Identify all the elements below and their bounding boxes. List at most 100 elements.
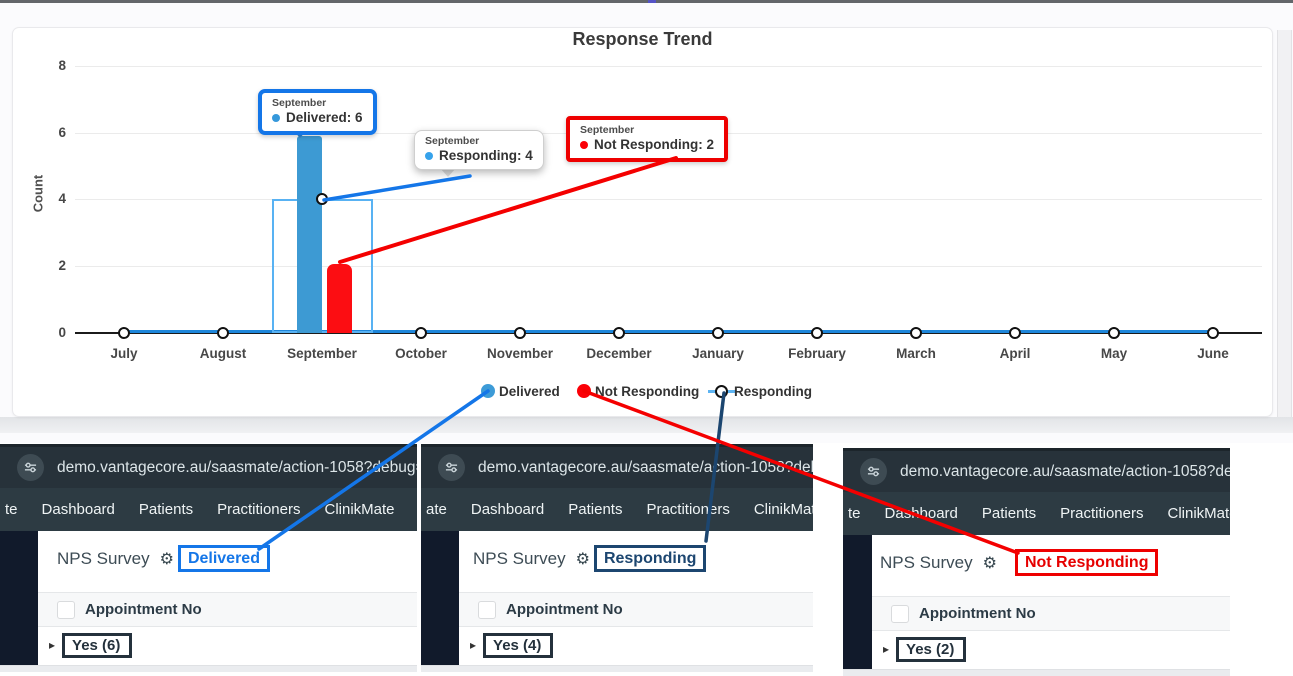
url-bar: demo.vantagecore.au/saasmate/action-1058…: [0, 444, 417, 488]
expander-icon[interactable]: ▸: [470, 638, 477, 652]
table-header-row: Appointment No: [38, 592, 417, 627]
gear-icon[interactable]: ⚙: [159, 548, 174, 568]
x-axis-line: [75, 332, 1262, 334]
main-nav: te Dashboard Patients Practitioners Clin…: [0, 488, 417, 531]
nav-partial-left: te: [5, 501, 18, 518]
gear-icon[interactable]: ⚙: [982, 552, 997, 572]
y-tick-0: 0: [58, 325, 66, 340]
x-tick-may: May: [1100, 346, 1128, 361]
address-url[interactable]: demo.vantagecore.au/saasmate/action-1058…: [478, 458, 813, 476]
marker-december: [613, 327, 625, 339]
x-tick-october: October: [395, 346, 447, 361]
sidebar-sliver: [0, 531, 38, 665]
tooltip-not-responding: September Not Responding: 2: [566, 116, 728, 162]
page-title: NPS Survey: [880, 552, 973, 572]
select-all-checkbox[interactable]: [478, 600, 496, 619]
x-tick-june: June: [1197, 346, 1229, 361]
nav-item-dashboard[interactable]: Dashboard: [470, 501, 545, 518]
page-content: NPS Survey ⚙ Responding Appointment No ▸…: [421, 531, 813, 665]
legend-delivered-dot-icon[interactable]: [481, 384, 495, 398]
status-badge-not-responding[interactable]: Not Responding: [1014, 549, 1159, 576]
tooltip-not-responding-dot-icon: [580, 140, 588, 149]
browser-screenshot-not-responding: demo.vantagecore.au/saasmate/action-1058…: [843, 448, 1230, 676]
nav-item-dashboard[interactable]: Dashboard: [884, 505, 958, 522]
nav-partial-left: ate: [426, 501, 447, 518]
table-row[interactable]: ▸ Yes (2): [872, 631, 1230, 667]
expander-icon[interactable]: ▸: [49, 638, 56, 652]
group-row-yes-6[interactable]: Yes (6): [62, 632, 133, 658]
window-top-edge-tick: [648, 0, 656, 3]
nav-item-patients[interactable]: Patients: [981, 505, 1037, 522]
tooltip-not-responding-month: September: [580, 124, 635, 136]
site-settings-icon[interactable]: [17, 454, 44, 481]
x-tick-february: February: [788, 346, 846, 361]
legend-not-responding-dot-icon[interactable]: [577, 384, 591, 398]
marker-april: [1009, 327, 1021, 339]
table-row[interactable]: ▸ Yes (6): [38, 627, 417, 663]
responding-outline-bar: [272, 199, 373, 333]
tooltip-responding: September Responding: 4: [414, 130, 544, 170]
vertical-scrollbar[interactable]: [1277, 30, 1292, 417]
nav-item-practitioners[interactable]: Practitioners: [1060, 505, 1144, 522]
table-row[interactable]: ▸ Yes (4): [459, 627, 813, 663]
legend-responding-ring-icon[interactable]: [715, 385, 728, 398]
y-tick-2: 2: [58, 258, 66, 273]
group-row-yes-4[interactable]: Yes (4): [483, 632, 554, 658]
y-tick-4: 4: [58, 191, 66, 206]
url-bar: demo.vantagecore.au/saasmate/action-1058…: [843, 448, 1230, 492]
marker-july: [118, 327, 130, 339]
main-nav: ate Dashboard Patients Practitioners Cli…: [421, 488, 813, 531]
y-tick-6: 6: [58, 125, 66, 140]
address-url[interactable]: demo.vantagecore.au/saasmate/action-1058…: [900, 462, 1230, 480]
legend-delivered-label[interactable]: Delivered: [499, 384, 560, 399]
tooltip-delivered-value: Delivered: 6: [286, 110, 363, 125]
browser-screenshot-responding: demo.vantagecore.au/saasmate/action-1058…: [421, 444, 813, 672]
group-row-yes-2[interactable]: Yes (2): [896, 636, 967, 662]
column-header: Appointment No: [85, 601, 202, 618]
site-settings-icon[interactable]: [438, 454, 465, 481]
column-header: Appointment No: [506, 601, 623, 618]
marker-august: [217, 327, 229, 339]
select-all-checkbox[interactable]: [57, 600, 75, 619]
y-tick-8: 8: [58, 58, 66, 73]
page-content: NPS Survey ⚙ Not Responding Appointment …: [843, 535, 1230, 669]
page-title: NPS Survey: [57, 548, 150, 568]
url-bar: demo.vantagecore.au/saasmate/action-1058…: [421, 444, 813, 488]
nav-item-practitioners[interactable]: Practitioners: [646, 501, 730, 518]
x-tick-january: January: [692, 346, 744, 361]
expander-icon[interactable]: ▸: [883, 642, 890, 656]
nav-item-patients[interactable]: Patients: [138, 501, 194, 518]
gear-icon[interactable]: ⚙: [575, 548, 590, 568]
nav-item-patients[interactable]: Patients: [568, 501, 623, 518]
status-badge-delivered[interactable]: Delivered: [177, 545, 270, 572]
nav-item-clinikmate[interactable]: ClinikMate: [1167, 505, 1230, 522]
section-divider-strip: [0, 417, 1293, 433]
table-header-row: Appointment No: [459, 592, 813, 627]
tooltip-not-responding-value: Not Responding: 2: [594, 137, 714, 152]
tooltip-delivered: September Delivered: 6: [258, 89, 377, 135]
nav-item-dashboard[interactable]: Dashboard: [41, 501, 115, 518]
marker-november: [514, 327, 526, 339]
site-settings-icon[interactable]: [860, 458, 887, 485]
nav-item-clinikmate[interactable]: ClinikMate: [753, 501, 813, 518]
legend-responding-label[interactable]: Responding: [734, 384, 812, 399]
status-badge-responding[interactable]: Responding: [593, 545, 707, 572]
page-title: NPS Survey: [473, 548, 566, 568]
legend-not-responding-label[interactable]: Not Responding: [595, 384, 700, 399]
sidebar-sliver: [843, 535, 872, 669]
tooltip-delivered-dot-icon: [272, 113, 280, 122]
column-header: Appointment No: [919, 605, 1036, 622]
x-tick-april: April: [999, 346, 1031, 361]
address-url[interactable]: demo.vantagecore.au/saasmate/action-1058…: [57, 458, 417, 476]
main-nav: te Dashboard Patients Practitioners Clin…: [843, 492, 1230, 535]
x-tick-july: July: [110, 346, 138, 361]
marker-january: [712, 327, 724, 339]
page-content: NPS Survey ⚙ Delivered Appointment No ▸ …: [0, 531, 417, 665]
tooltip-delivered-month: September: [272, 97, 327, 109]
row-edge-strip: [843, 669, 1230, 676]
x-tick-march: March: [896, 346, 936, 361]
select-all-checkbox[interactable]: [891, 604, 909, 623]
marker-february: [811, 327, 823, 339]
nav-item-practitioners[interactable]: Practitioners: [217, 501, 301, 518]
nav-item-clinikmate[interactable]: ClinikMate: [324, 501, 395, 518]
